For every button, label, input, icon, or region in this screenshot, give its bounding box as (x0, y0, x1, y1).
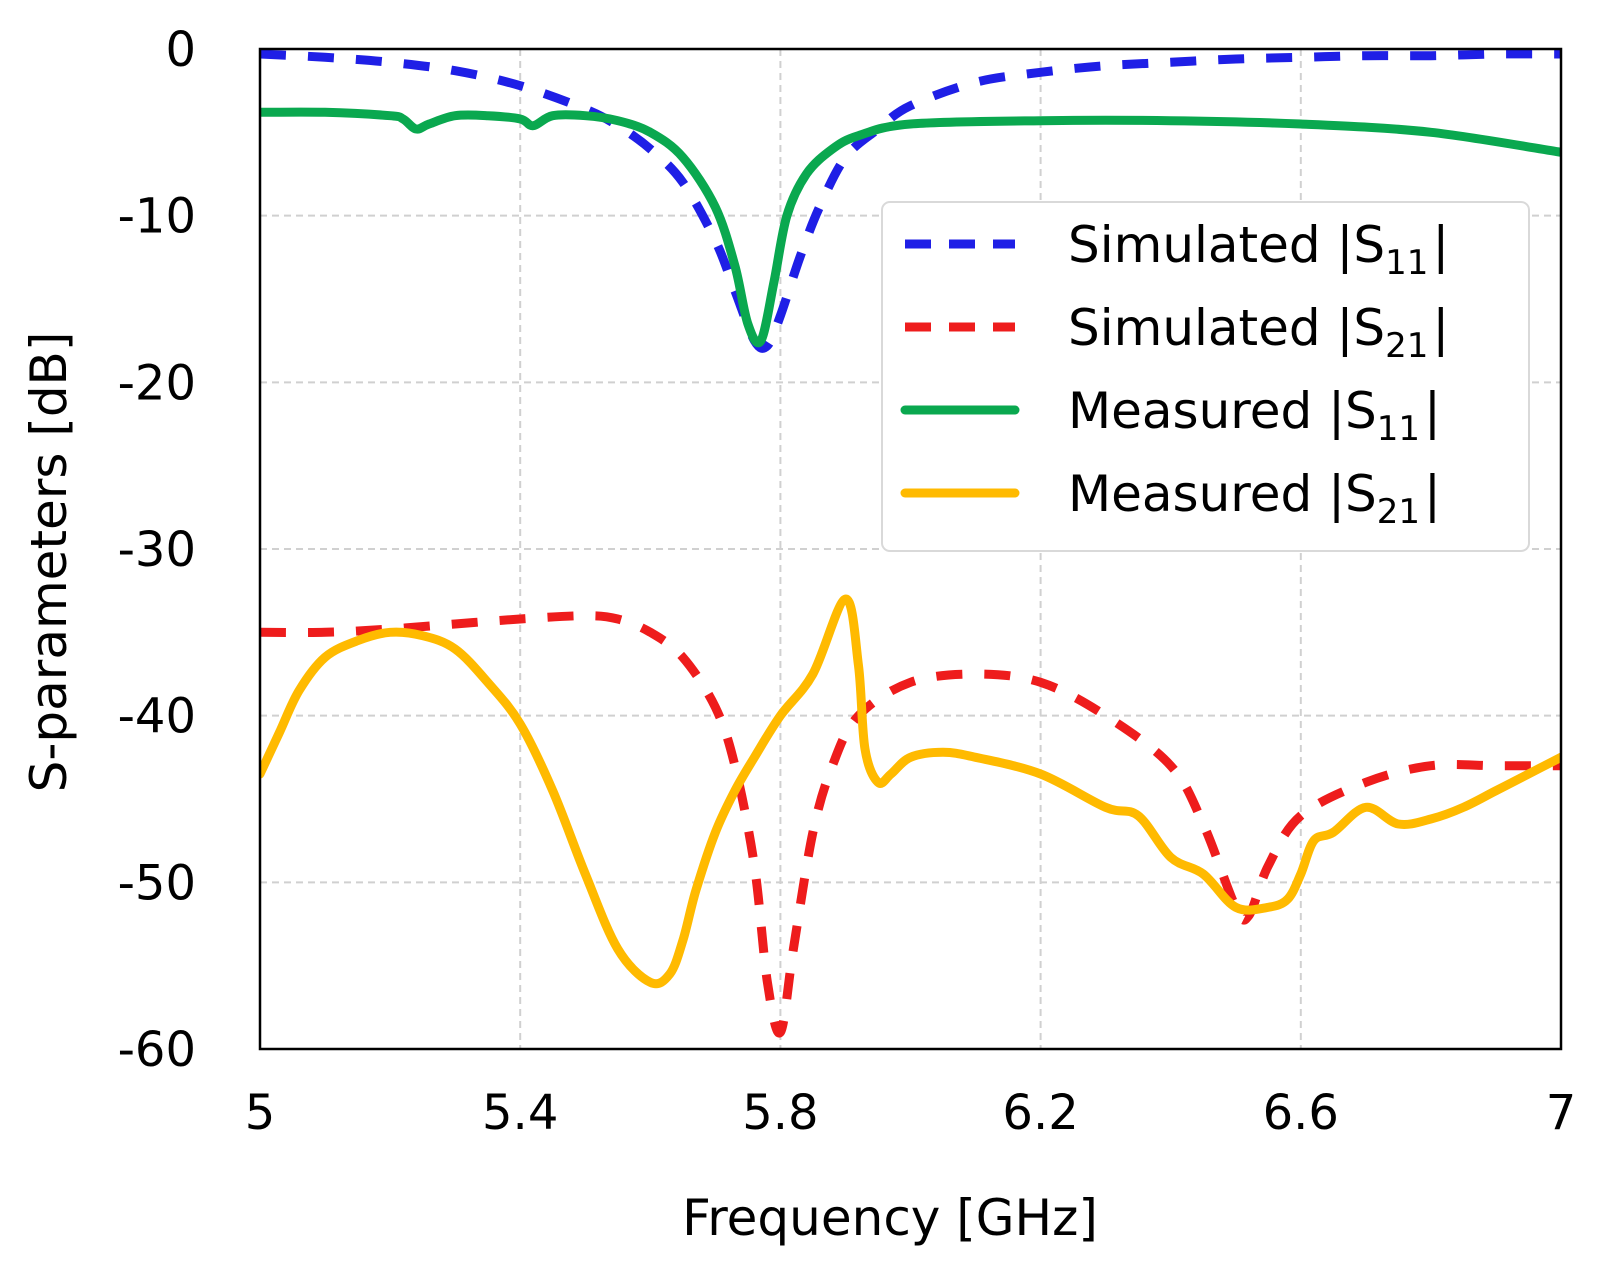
series-line-simulated-s11 (260, 49, 1561, 353)
y-tick-label: -30 (118, 522, 196, 578)
x-tick-label: 5 (245, 1085, 276, 1141)
y-tick-label: -20 (118, 355, 196, 411)
x-axis-title: Frequency [GHz] (682, 1189, 1098, 1247)
y-tick-label: -10 (118, 189, 196, 245)
y-tick-label: -60 (118, 1022, 196, 1078)
legend-label: Measured |S11| (1068, 382, 1441, 449)
series-line-measured-s11 (260, 107, 1561, 348)
legend-label: Measured |S21| (1068, 465, 1441, 532)
legend: Simulated |S11| Simulated |S21| Measured |… (881, 201, 1530, 552)
series-line-simulated-s21 (260, 611, 1561, 1038)
series-line-measured-s21 (260, 594, 1561, 989)
x-tick-label: 5.4 (482, 1085, 558, 1141)
x-tick-label: 6.2 (1002, 1085, 1078, 1141)
legend-box (881, 201, 1530, 552)
x-tick-label: 5.8 (742, 1085, 818, 1141)
y-tick-label: -40 (118, 689, 196, 745)
y-tick-label: 0 (165, 22, 196, 78)
x-tick-label: 6.6 (1263, 1085, 1339, 1141)
plot-frame (258, 47, 1563, 1051)
legend-label: Simulated |S11| (1068, 216, 1449, 283)
series-group (260, 49, 1561, 1038)
x-tick-label: 7 (1546, 1085, 1577, 1141)
y-axis-title: S-parameters [dB] (20, 332, 78, 793)
y-tick-label: -50 (118, 855, 196, 911)
legend-label: Simulated |S21| (1068, 299, 1449, 366)
x-tick-labels: 5 5.4 5.8 6.2 6.6 7 (245, 1085, 1577, 1141)
y-tick-labels: 0 -10 -20 -30 -40 -50 -60 (118, 22, 196, 1078)
